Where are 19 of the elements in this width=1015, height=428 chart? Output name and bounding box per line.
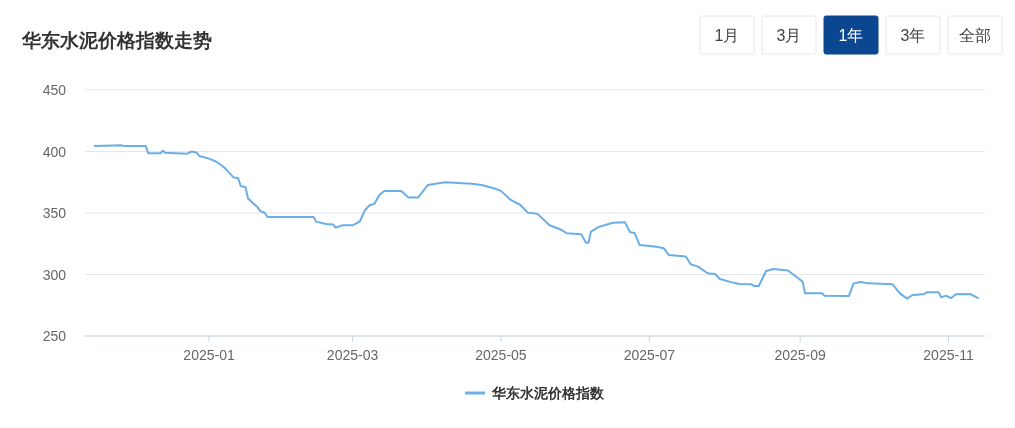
x-tick-label: 2025-07 [623, 347, 676, 363]
button: 1年 [823, 15, 879, 55]
button: 1月 [699, 15, 755, 55]
legend-label: 华东水泥价格指数 [491, 385, 605, 401]
y-tick-label: 300 [42, 266, 67, 283]
chart-title: 华东水泥价格指数走势 [21, 30, 212, 51]
x-tick-label: 2025-09 [774, 347, 827, 363]
y-tick-label: 400 [42, 143, 67, 160]
button: 3月 [761, 15, 817, 55]
x-tick-label: 2025-05 [475, 347, 527, 363]
y-tick-label: 250 [42, 328, 67, 344]
x-tick-label: 2025-03 [326, 347, 379, 363]
button: 3年 [885, 15, 941, 55]
y-tick-label: 450 [42, 82, 67, 98]
y-tick-label: 350 [42, 205, 67, 221]
x-tick-label: 2025-11 [923, 347, 974, 363]
line-series [93, 144, 979, 300]
button: 全部 [947, 15, 1003, 55]
x-tick-label: 2025-01 [183, 347, 235, 363]
